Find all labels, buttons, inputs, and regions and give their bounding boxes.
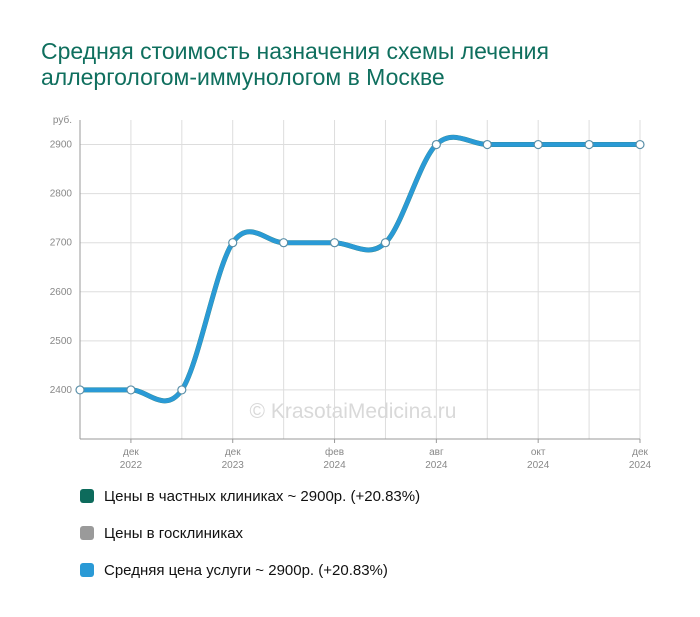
x-tick-label-year: 2024 bbox=[527, 460, 550, 471]
data-point bbox=[75, 385, 85, 395]
y-unit-label: руб. bbox=[53, 114, 72, 126]
data-point bbox=[380, 238, 391, 248]
legend-item-average[interactable]: Средняя цена услуги ~ 2900р. (+20.83%) bbox=[80, 560, 420, 580]
series-line-average bbox=[77, 135, 643, 404]
legend-label-public: Цены в госклиниках bbox=[104, 524, 244, 542]
chart-title: Средняя стоимость назначения схемы лечен… bbox=[41, 38, 681, 90]
axes: 2400 2500 2600 2700 2800 2900 руб. дек 2022 дек 20… bbox=[50, 114, 652, 471]
x-tick-label-year: 2022 bbox=[120, 460, 143, 471]
series-layer bbox=[77, 134, 643, 404]
data-point bbox=[635, 139, 645, 150]
x-tick-label-year: 2024 bbox=[629, 460, 652, 471]
legend-item-private[interactable]: Цены в частных клиниках ~ 2900р. (+20.83… bbox=[80, 486, 420, 506]
grid bbox=[79, 120, 641, 439]
data-point bbox=[584, 139, 594, 150]
data-point bbox=[329, 238, 340, 248]
x-tick-label-month: дек bbox=[225, 447, 241, 458]
x-tick-label-month: фев bbox=[325, 446, 344, 458]
legend-swatch-public bbox=[80, 526, 94, 540]
data-point bbox=[431, 139, 441, 150]
data-point bbox=[279, 238, 289, 248]
data-point bbox=[482, 139, 492, 150]
y-tick-label: 2700 bbox=[50, 238, 73, 249]
x-tick-label-year: 2024 bbox=[425, 460, 448, 471]
x-tick-label-month: дек bbox=[123, 447, 139, 458]
x-tick-label-year: 2024 bbox=[323, 460, 346, 471]
x-tick-label-month: дек bbox=[632, 447, 648, 458]
y-tick-label: 2800 bbox=[50, 189, 73, 200]
chart-title-line-2: аллергологом-иммунологом в Москве bbox=[41, 64, 445, 90]
data-point bbox=[177, 385, 187, 395]
y-tick-label: 2900 bbox=[50, 140, 73, 151]
chart-title-line-1: Средняя стоимость назначения схемы лечен… bbox=[41, 38, 549, 64]
line-chart: 2400 2500 2600 2700 2800 2900 руб. дек 2022 дек 20… bbox=[50, 114, 652, 471]
data-point bbox=[228, 238, 238, 248]
legend-item-public[interactable]: Цены в госклиниках bbox=[80, 523, 420, 543]
x-tick-label-month: авг bbox=[429, 447, 444, 458]
legend-label-private: Цены в частных клиниках ~ 2900р. (+20.83… bbox=[104, 487, 421, 505]
data-point bbox=[126, 385, 136, 395]
legend-label-average: Средняя цена услуги ~ 2900р. (+20.83%) bbox=[104, 561, 388, 579]
legend: Цены в частных клиниках ~ 2900р. (+20.83… bbox=[80, 486, 420, 597]
x-tick-label-month: окт bbox=[531, 447, 546, 458]
y-tick-label: 2400 bbox=[50, 385, 73, 396]
y-tick-label: 2600 bbox=[50, 287, 73, 298]
series-line-private bbox=[77, 134, 643, 404]
data-point bbox=[533, 139, 543, 150]
y-tick-label: 2500 bbox=[50, 336, 73, 347]
legend-swatch-private bbox=[80, 489, 94, 503]
watermark-text: © KrasotaiMedicina.ru bbox=[250, 400, 457, 423]
legend-swatch-average bbox=[80, 563, 94, 577]
x-tick-label-year: 2023 bbox=[222, 460, 245, 471]
points-layer bbox=[75, 139, 645, 395]
